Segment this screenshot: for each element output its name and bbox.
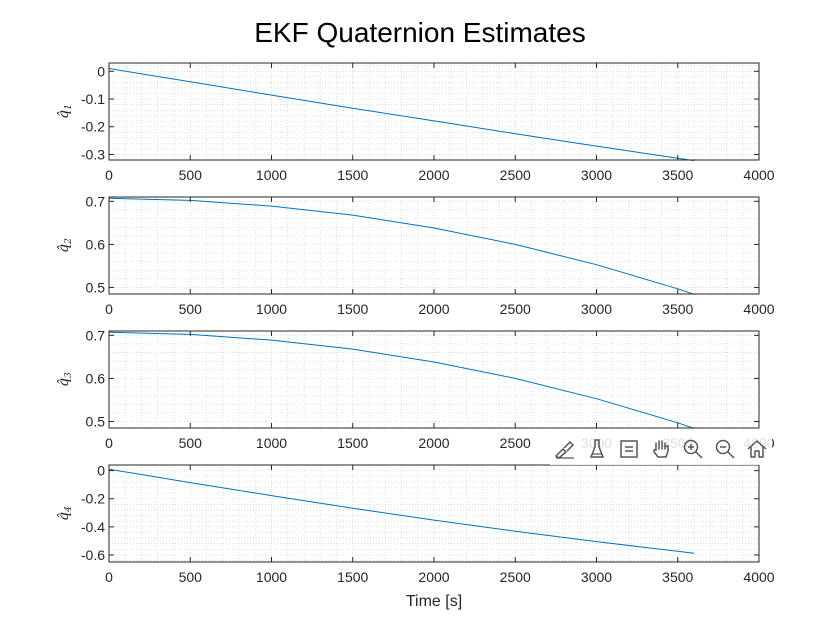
x-tick-label: 3000 [581,569,612,585]
x-tick-label: 3000 [581,301,612,317]
x-tick-label: 1000 [256,301,287,317]
x-tick-label: 1000 [256,435,287,451]
x-tick-label: 4000 [743,569,774,585]
y-label-subscript: 4 [64,506,74,513]
data-tips-button[interactable] [582,434,612,464]
y-label-subscript: 1 [64,104,74,110]
series-line-q2 [108,197,695,295]
y-tick-label: -0.2 [81,119,105,135]
x-tick-label: 500 [179,167,203,183]
x-tick-label: 2000 [418,569,449,585]
y-axis-label-q3: q̂3 [56,372,74,387]
x-tick-label: 2500 [500,301,531,317]
y-label-symbol: q̂ [56,244,72,253]
y-axis-label-q1: q̂1 [56,104,74,119]
y-tick-label: 0.5 [86,280,106,296]
y-axis-label-q4: q̂4 [56,506,74,521]
home-icon [747,440,767,458]
home-button[interactable] [742,434,772,464]
brush-edit-button[interactable] [550,434,580,464]
y-tick-label: 0.7 [86,193,106,209]
x-tick-label: 500 [179,569,203,585]
subplot-2: 0 500 1000 1500 2000 2500 3000 3500 4000 0.7 0.6 0.… [56,193,775,317]
y-tick-label: 0.6 [86,370,106,386]
y-tick-label: 0.6 [86,236,106,252]
x-tick-label: 0 [105,435,113,451]
x-tick-label: 1000 [256,167,287,183]
zoom-in-button[interactable] [678,434,708,464]
y-label-symbol: q̂ [56,378,72,387]
y-tick-label: 0.5 [86,414,106,430]
pan-button[interactable] [646,434,676,464]
x-tick-label: 1500 [337,167,368,183]
axes-toolbar [550,433,772,465]
x-tick-label: 2000 [418,167,449,183]
x-axis-label: Time [s] [406,593,462,610]
x-tick-label: 0 [105,301,113,317]
pan-hand-icon [653,440,669,458]
y-tick-label: 0.7 [86,327,106,343]
zoom-in-icon [683,439,703,459]
x-tick-label: 1500 [337,301,368,317]
x-tick-label: 1000 [256,569,287,585]
subplot-4: 0 500 1000 1500 2000 2500 3000 3500 4000 0 -0.2 -0.… [56,463,775,585]
y-label-symbol: q̂ [56,512,72,521]
x-tick-label: 1500 [337,569,368,585]
chart-title: EKF Quaternion Estimates [254,17,585,48]
x-tick-label: 1500 [337,435,368,451]
series-line-q4 [108,468,695,554]
subplot-1: 0 500 1000 1500 2000 2500 3000 3500 4000 0 -0.1 -0.… [56,62,775,183]
x-tick-label: 2000 [418,301,449,317]
minor-grid [109,197,759,294]
minor-grid [109,63,759,160]
y-axis-label-q2: q̂2 [56,238,74,253]
x-tick-label: 0 [105,569,113,585]
y-tick-label: -0.4 [81,519,105,535]
x-tick-label: 2500 [500,435,531,451]
series-line-q1 [108,68,695,162]
series-line-q3 [108,331,695,429]
y-label-symbol: q̂ [56,110,72,119]
x-tick-label: 3500 [662,569,693,585]
y-label-subscript: 2 [64,238,74,245]
x-tick-label: 0 [105,167,113,183]
y-tick-label: -0.6 [81,547,105,563]
x-tick-label: 4000 [743,167,774,183]
data-tips-icon [589,439,605,458]
y-label-subscript: 3 [64,372,74,378]
y-tick-label: -0.2 [81,491,105,507]
y-tick-label: -0.3 [81,146,105,162]
x-tick-label: 3000 [581,167,612,183]
subplot-3: 050010001500200025003000350040000.70.60.… [56,327,775,451]
x-tick-label: 2500 [500,167,531,183]
x-tick-label: 3500 [662,167,693,183]
x-tick-label: 500 [179,435,203,451]
y-tick-label: 0 [97,63,105,79]
x-tick-label: 2500 [500,569,531,585]
x-tick-label: 3500 [662,301,693,317]
minor-grid [109,331,759,428]
zoom-out-button[interactable] [710,434,740,464]
x-tick-label: 500 [179,301,203,317]
legend-button[interactable] [614,434,644,464]
brush-edit-icon [554,440,575,459]
y-tick-label: 0 [97,463,105,479]
x-tick-label: 4000 [743,301,774,317]
zoom-out-icon [715,439,735,459]
legend-icon [620,440,638,458]
y-tick-label: -0.1 [81,91,105,107]
x-tick-label: 2000 [418,435,449,451]
